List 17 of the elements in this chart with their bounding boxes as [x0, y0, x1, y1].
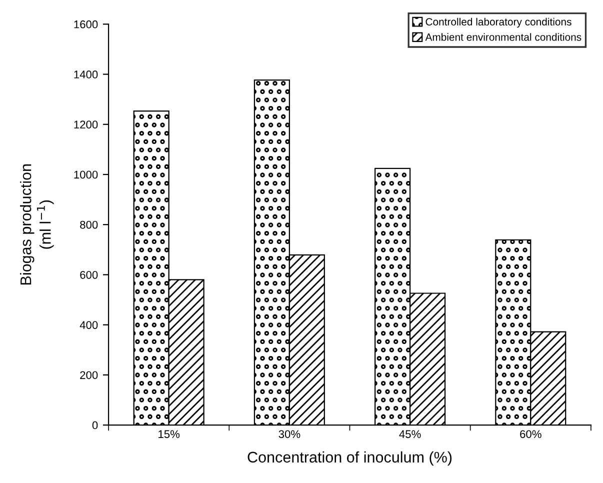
- legend-label: Controlled laboratory conditions: [426, 18, 572, 28]
- x-tick-label: 60%: [520, 430, 542, 438]
- y-axis-title: Biogas production (ml l$^{−1}$): [20, 164, 54, 284]
- y-tick-label: 0: [92, 421, 98, 430]
- x-tick-label: 30%: [278, 430, 300, 438]
- y-tick-label: 400: [80, 321, 98, 329]
- y-tick-label: 600: [80, 270, 98, 279]
- y-tick-label: 1600: [74, 20, 98, 28]
- x-tick-label: 15%: [158, 430, 180, 438]
- y-tick-label: 800: [80, 220, 98, 229]
- x-tick-label: 45%: [399, 430, 421, 438]
- x-axis-title: Concentration of inoculum (%): [248, 451, 452, 466]
- y-tick-label: 1200: [74, 120, 98, 129]
- y-tick-label: 1400: [74, 70, 98, 78]
- legend-label: Ambient environmental conditions: [425, 33, 582, 41]
- y-tick-label: 200: [80, 371, 98, 380]
- y-tick-label: 1000: [74, 170, 98, 179]
